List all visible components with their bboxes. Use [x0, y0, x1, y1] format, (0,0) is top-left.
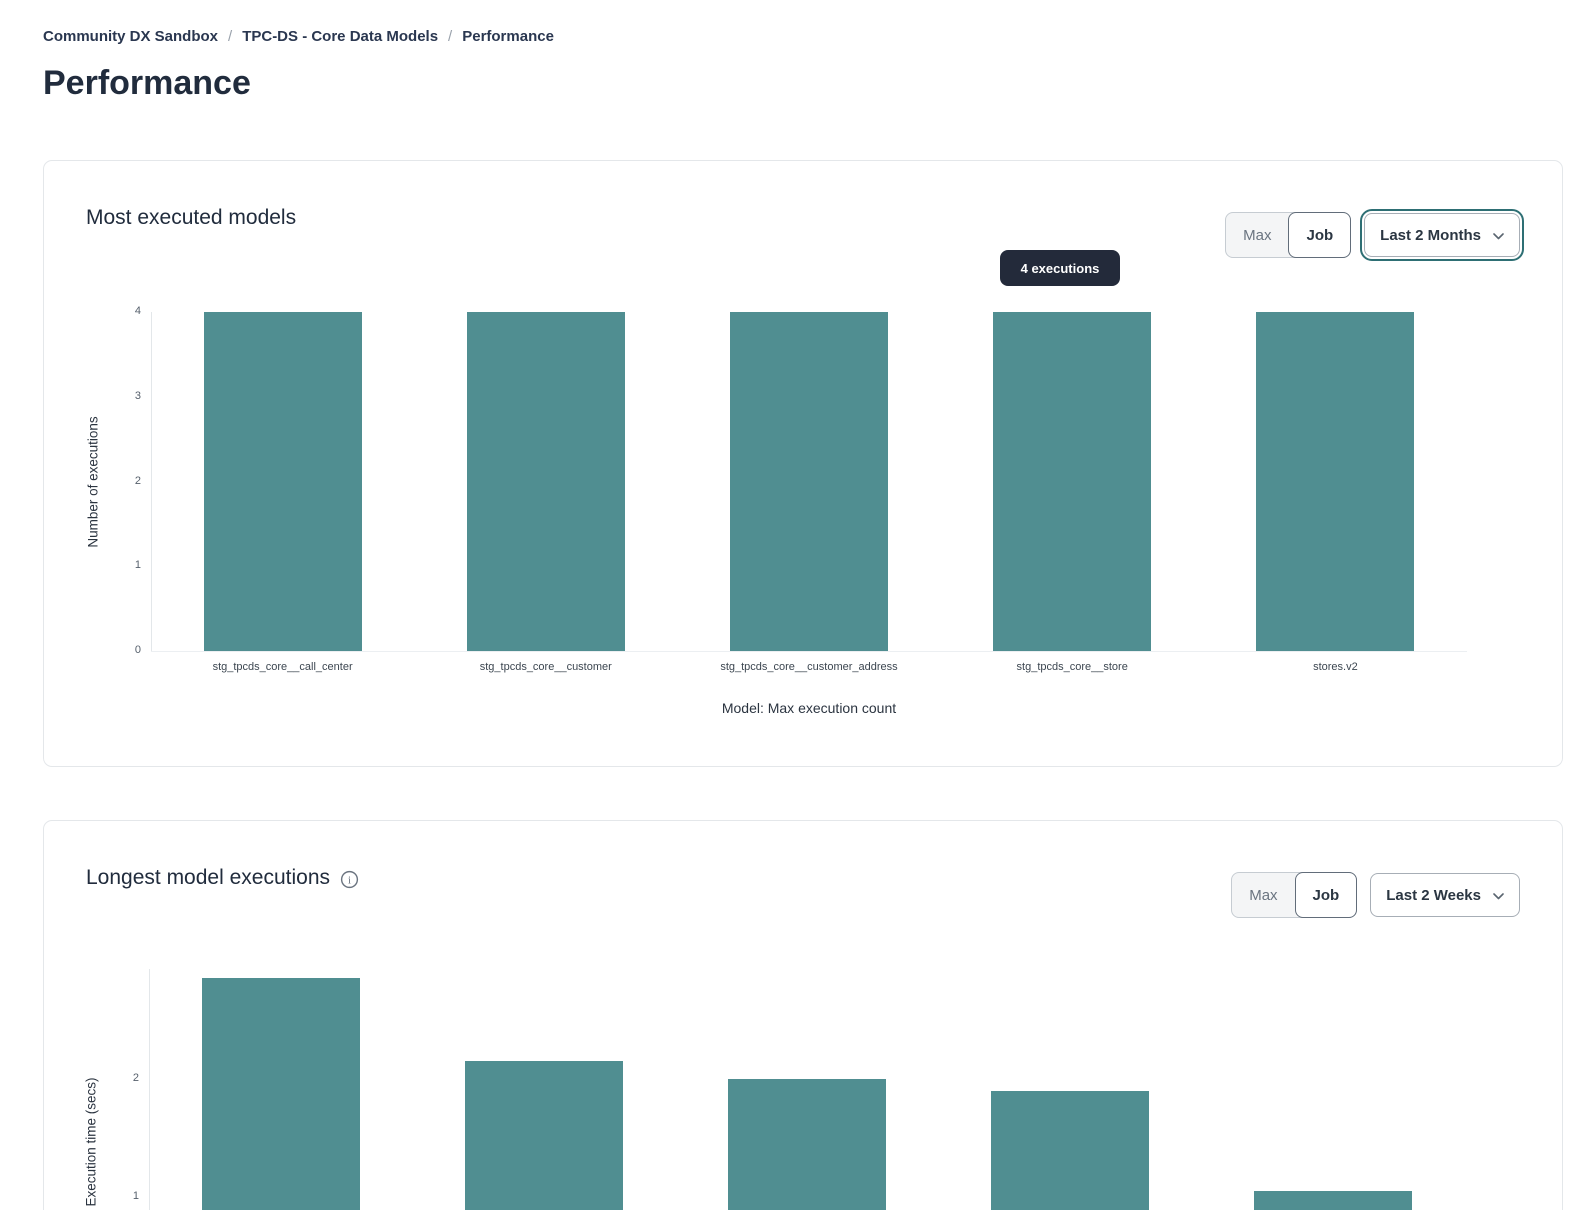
y-tick-label: 1	[134, 559, 141, 572]
y-axis-line	[151, 312, 152, 651]
toggle-option-job[interactable]: Job	[1294, 872, 1358, 918]
longest-model-executions-card: Longest model executions i Max Job Last …	[43, 820, 1563, 1210]
bar[interactable]	[203, 312, 362, 651]
max-job-toggle: Max Job	[1225, 212, 1352, 258]
breadcrumb-environment[interactable]: TPC-DS - Core Data Models	[242, 28, 439, 45]
most-executed-models-bar-chart: 0 1 2 3 4 Number of executions stg_tpcds_core_…	[44, 161, 1562, 766]
y-tick-label: 4	[134, 305, 141, 317]
breadcrumb-separator: /	[448, 28, 453, 45]
time-range-dropdown[interactable]: Last 2 Weeks	[1370, 873, 1520, 917]
breadcrumb: Community DX Sandbox / TPC-DS - Core Dat…	[43, 28, 554, 45]
y-tick-label: 1	[132, 1189, 139, 1202]
breadcrumb-current-page: Performance	[462, 28, 554, 45]
bar[interactable]	[991, 1090, 1150, 1210]
y-tick-label: 2	[132, 1071, 139, 1084]
card-title: Longest model executions i	[86, 866, 359, 890]
page-title: Performance	[43, 64, 251, 102]
max-job-toggle: Max Job	[1231, 872, 1358, 918]
x-axis-line	[151, 651, 1467, 652]
y-tick-label: 2	[134, 474, 141, 487]
info-icon[interactable]: i	[340, 870, 359, 889]
longest-model-executions-bar-chart: 1 2 Execution time (secs)	[44, 821, 1562, 1210]
svg-text:i: i	[348, 874, 351, 886]
x-category-label: stg_tpcds_core__store	[1016, 661, 1128, 673]
x-category-label: stg_tpcds_core__call_center	[212, 661, 353, 673]
time-range-value: Last 2 Months	[1380, 226, 1481, 244]
bar[interactable]	[730, 312, 888, 651]
y-axis-line	[149, 969, 150, 1210]
card-title-text: Most executed models	[86, 206, 297, 229]
chevron-down-icon	[1493, 232, 1504, 240]
bar[interactable]	[728, 1078, 886, 1210]
toggle-option-max[interactable]: Max	[1243, 226, 1272, 244]
card-title-text: Longest model executions	[86, 866, 330, 889]
most-executed-models-card: Most executed models Max Job Last 2 Mont…	[43, 160, 1563, 767]
bar[interactable]	[466, 312, 625, 651]
x-category-label: stores.v2	[1313, 661, 1358, 673]
bar[interactable]	[1256, 312, 1415, 651]
chevron-down-icon	[1493, 892, 1504, 900]
x-axis-title: Model: Max execution count	[721, 700, 897, 716]
bar[interactable]	[993, 312, 1152, 651]
breadcrumb-separator: /	[228, 28, 233, 45]
bar[interactable]	[201, 978, 360, 1210]
chart-controls: Max Job Last 2 Months	[1225, 209, 1524, 261]
y-axis-title: Number of executions	[85, 415, 101, 548]
toggle-option-job[interactable]: Job	[1288, 212, 1352, 258]
time-range-value: Last 2 Weeks	[1386, 886, 1481, 904]
x-category-label: stg_tpcds_core__customer_address	[720, 661, 898, 673]
y-axis-title: Execution time (secs)	[83, 1077, 99, 1207]
bar[interactable]	[464, 1061, 623, 1210]
time-range-dropdown[interactable]: Last 2 Months	[1360, 209, 1524, 261]
y-tick-label: 3	[134, 389, 141, 402]
y-tick-label: 0	[134, 644, 141, 656]
chart-controls: Max Job Last 2 Weeks	[1231, 872, 1520, 918]
chart-tooltip: 4 executions	[1000, 250, 1120, 286]
card-title: Most executed models	[86, 206, 296, 230]
toggle-option-max[interactable]: Max	[1249, 886, 1278, 904]
breadcrumb-project[interactable]: Community DX Sandbox	[43, 28, 219, 45]
x-category-label: stg_tpcds_core__customer	[479, 661, 612, 673]
bar[interactable]	[1254, 1191, 1413, 1210]
